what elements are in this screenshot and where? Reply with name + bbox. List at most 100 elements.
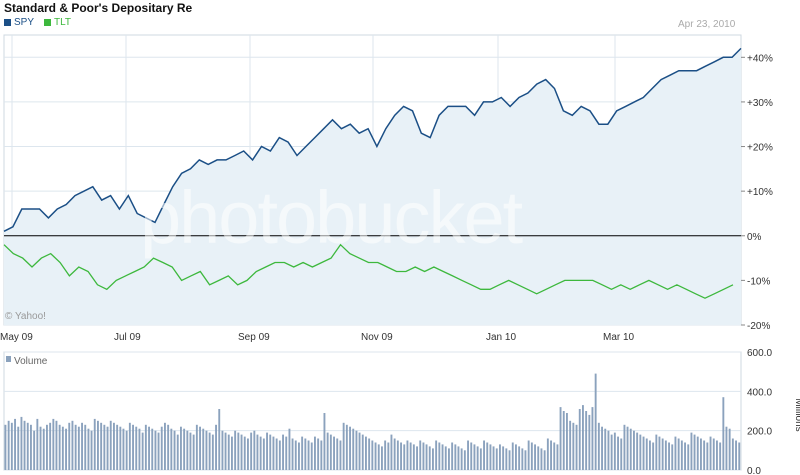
volume-bar (460, 448, 463, 470)
yahoo-credit: © Yahoo! (5, 311, 46, 322)
volume-bar (173, 430, 176, 470)
volume-bar (253, 430, 256, 470)
volume-bar (355, 430, 358, 470)
volume-bar (680, 440, 683, 470)
volume-bar (109, 420, 112, 470)
volume-bar (113, 422, 115, 470)
volume-bar (151, 428, 154, 470)
volume-bar (384, 440, 387, 470)
volume-bar (7, 420, 10, 470)
volume-bar (55, 420, 58, 470)
volume-bar (626, 426, 629, 470)
volume-bar (23, 420, 26, 470)
volume-bar (515, 444, 517, 470)
volume-bar (719, 442, 722, 470)
legend-label-tlt: TLT (54, 17, 72, 28)
volume-bar (620, 438, 623, 470)
y-tick-label: +20% (747, 143, 773, 154)
volume-bar (454, 444, 457, 470)
volume-bar (716, 440, 718, 470)
x-tick-label: Jul 09 (114, 332, 141, 343)
volume-bar (49, 422, 52, 470)
volume-bar (428, 446, 431, 470)
volume-bar (559, 407, 562, 470)
volume-bar (180, 426, 182, 470)
volume-bar (132, 424, 134, 470)
volume-bar (317, 438, 320, 470)
volume-bar (425, 444, 428, 470)
spy-area (4, 48, 741, 326)
volume-bar (195, 424, 198, 470)
volume-bar (470, 442, 473, 470)
volume-bar (298, 442, 300, 470)
volume-bar (738, 442, 741, 470)
volume-bar (247, 438, 249, 470)
volume-bar (275, 438, 278, 470)
y-tick-label: +40% (747, 53, 773, 64)
volume-bar (671, 444, 674, 470)
volume-bar (537, 446, 540, 470)
volume-bar (93, 418, 96, 470)
volume-bar (502, 446, 505, 470)
volume-bar (585, 411, 588, 470)
volume-bar (483, 440, 485, 470)
volume-bar (569, 420, 572, 470)
volume-bar (591, 407, 594, 470)
volume-bar (65, 428, 67, 470)
volume-bar (371, 440, 374, 470)
volume-bar (170, 428, 173, 470)
legend-item-spy[interactable]: SPY (4, 17, 34, 28)
volume-bar (655, 434, 658, 470)
volume-bar (687, 444, 690, 470)
volume-bar (224, 432, 227, 470)
volume-bar (696, 436, 699, 470)
volume-bar (237, 432, 240, 470)
volume-bar (103, 424, 106, 470)
volume-bar (473, 444, 476, 470)
y-tick-label: 0% (747, 232, 762, 243)
legend-item-tlt[interactable]: TLT (44, 17, 71, 28)
volume-bar (301, 436, 304, 470)
volume-bar (58, 424, 61, 470)
volume-bar (329, 434, 332, 470)
volume-bar (323, 413, 326, 470)
volume-bar (358, 432, 361, 470)
volume-bar (349, 426, 351, 470)
volume-bar (288, 428, 291, 470)
volume-bar (668, 442, 670, 470)
volume-bar (463, 450, 466, 470)
page-title: Standard & Poor's Depositary Re (4, 1, 193, 15)
volume-bar (100, 422, 103, 470)
volume-bar (119, 426, 122, 470)
volume-bar (444, 446, 447, 470)
volume-bar (499, 444, 501, 470)
volume-bar (597, 422, 600, 470)
spy-line (3, 47, 742, 232)
volume-bar (215, 424, 217, 470)
volume-bar (617, 436, 619, 470)
volume-bar (406, 440, 409, 470)
volume-bar (521, 448, 524, 470)
volume-bar (77, 426, 80, 470)
volume-bar (227, 434, 230, 470)
volume-bar (731, 438, 734, 470)
volume-bar (294, 440, 297, 470)
volume-bar (339, 440, 342, 470)
volume-bar (649, 440, 651, 470)
volume-bar (658, 436, 661, 470)
volume-bar (42, 428, 45, 470)
volume-bar (106, 426, 109, 470)
vol-tick-label: 200.0 (747, 427, 772, 438)
volume-bar (645, 438, 648, 470)
volume-bar (199, 426, 201, 470)
volume-bar (566, 413, 568, 470)
volume-bar (122, 428, 125, 470)
volume-bar (601, 426, 603, 470)
volume-bar (10, 422, 13, 470)
volume-bar (71, 420, 74, 470)
vol-tick-label: 400.0 (747, 387, 772, 398)
volume-bar (211, 434, 214, 470)
chart-date: Apr 23, 2010 (678, 19, 736, 30)
x-tick-label: Nov 09 (361, 332, 393, 343)
volume-bar (269, 434, 272, 470)
